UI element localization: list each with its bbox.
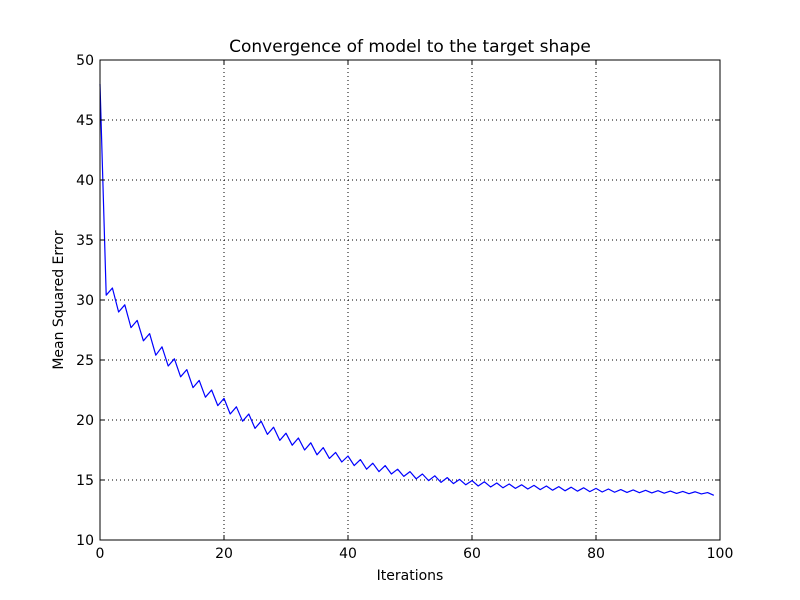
x-tick-label: 40 (339, 546, 357, 562)
x-tick-label: 0 (96, 546, 105, 562)
y-tick-label: 35 (76, 233, 94, 249)
y-tick-label: 15 (76, 473, 94, 489)
x-axis-label: Iterations (377, 568, 444, 584)
y-tick-label: 10 (76, 533, 94, 549)
y-tick-label: 30 (76, 293, 94, 309)
y-tick-label: 25 (76, 353, 94, 369)
y-axis-label: Mean Squared Error (51, 230, 67, 370)
y-tick-label: 20 (76, 413, 94, 429)
chart-title: Convergence of model to the target shape (229, 37, 591, 57)
y-tick-label: 45 (76, 113, 94, 129)
series-line-0 (99, 83, 715, 496)
axis-ticks: 0 20 40 60 80 100 10 15 20 25 30 35 40 45 50 (76, 53, 733, 562)
series-layer (99, 83, 715, 496)
x-tick-label: 100 (707, 546, 734, 562)
x-tick-label: 80 (587, 546, 605, 562)
x-tick-label: 20 (215, 546, 233, 562)
y-tick-label: 40 (76, 173, 94, 189)
grid (100, 60, 720, 540)
x-tick-label: 60 (463, 546, 481, 562)
y-tick-label: 50 (76, 53, 94, 69)
